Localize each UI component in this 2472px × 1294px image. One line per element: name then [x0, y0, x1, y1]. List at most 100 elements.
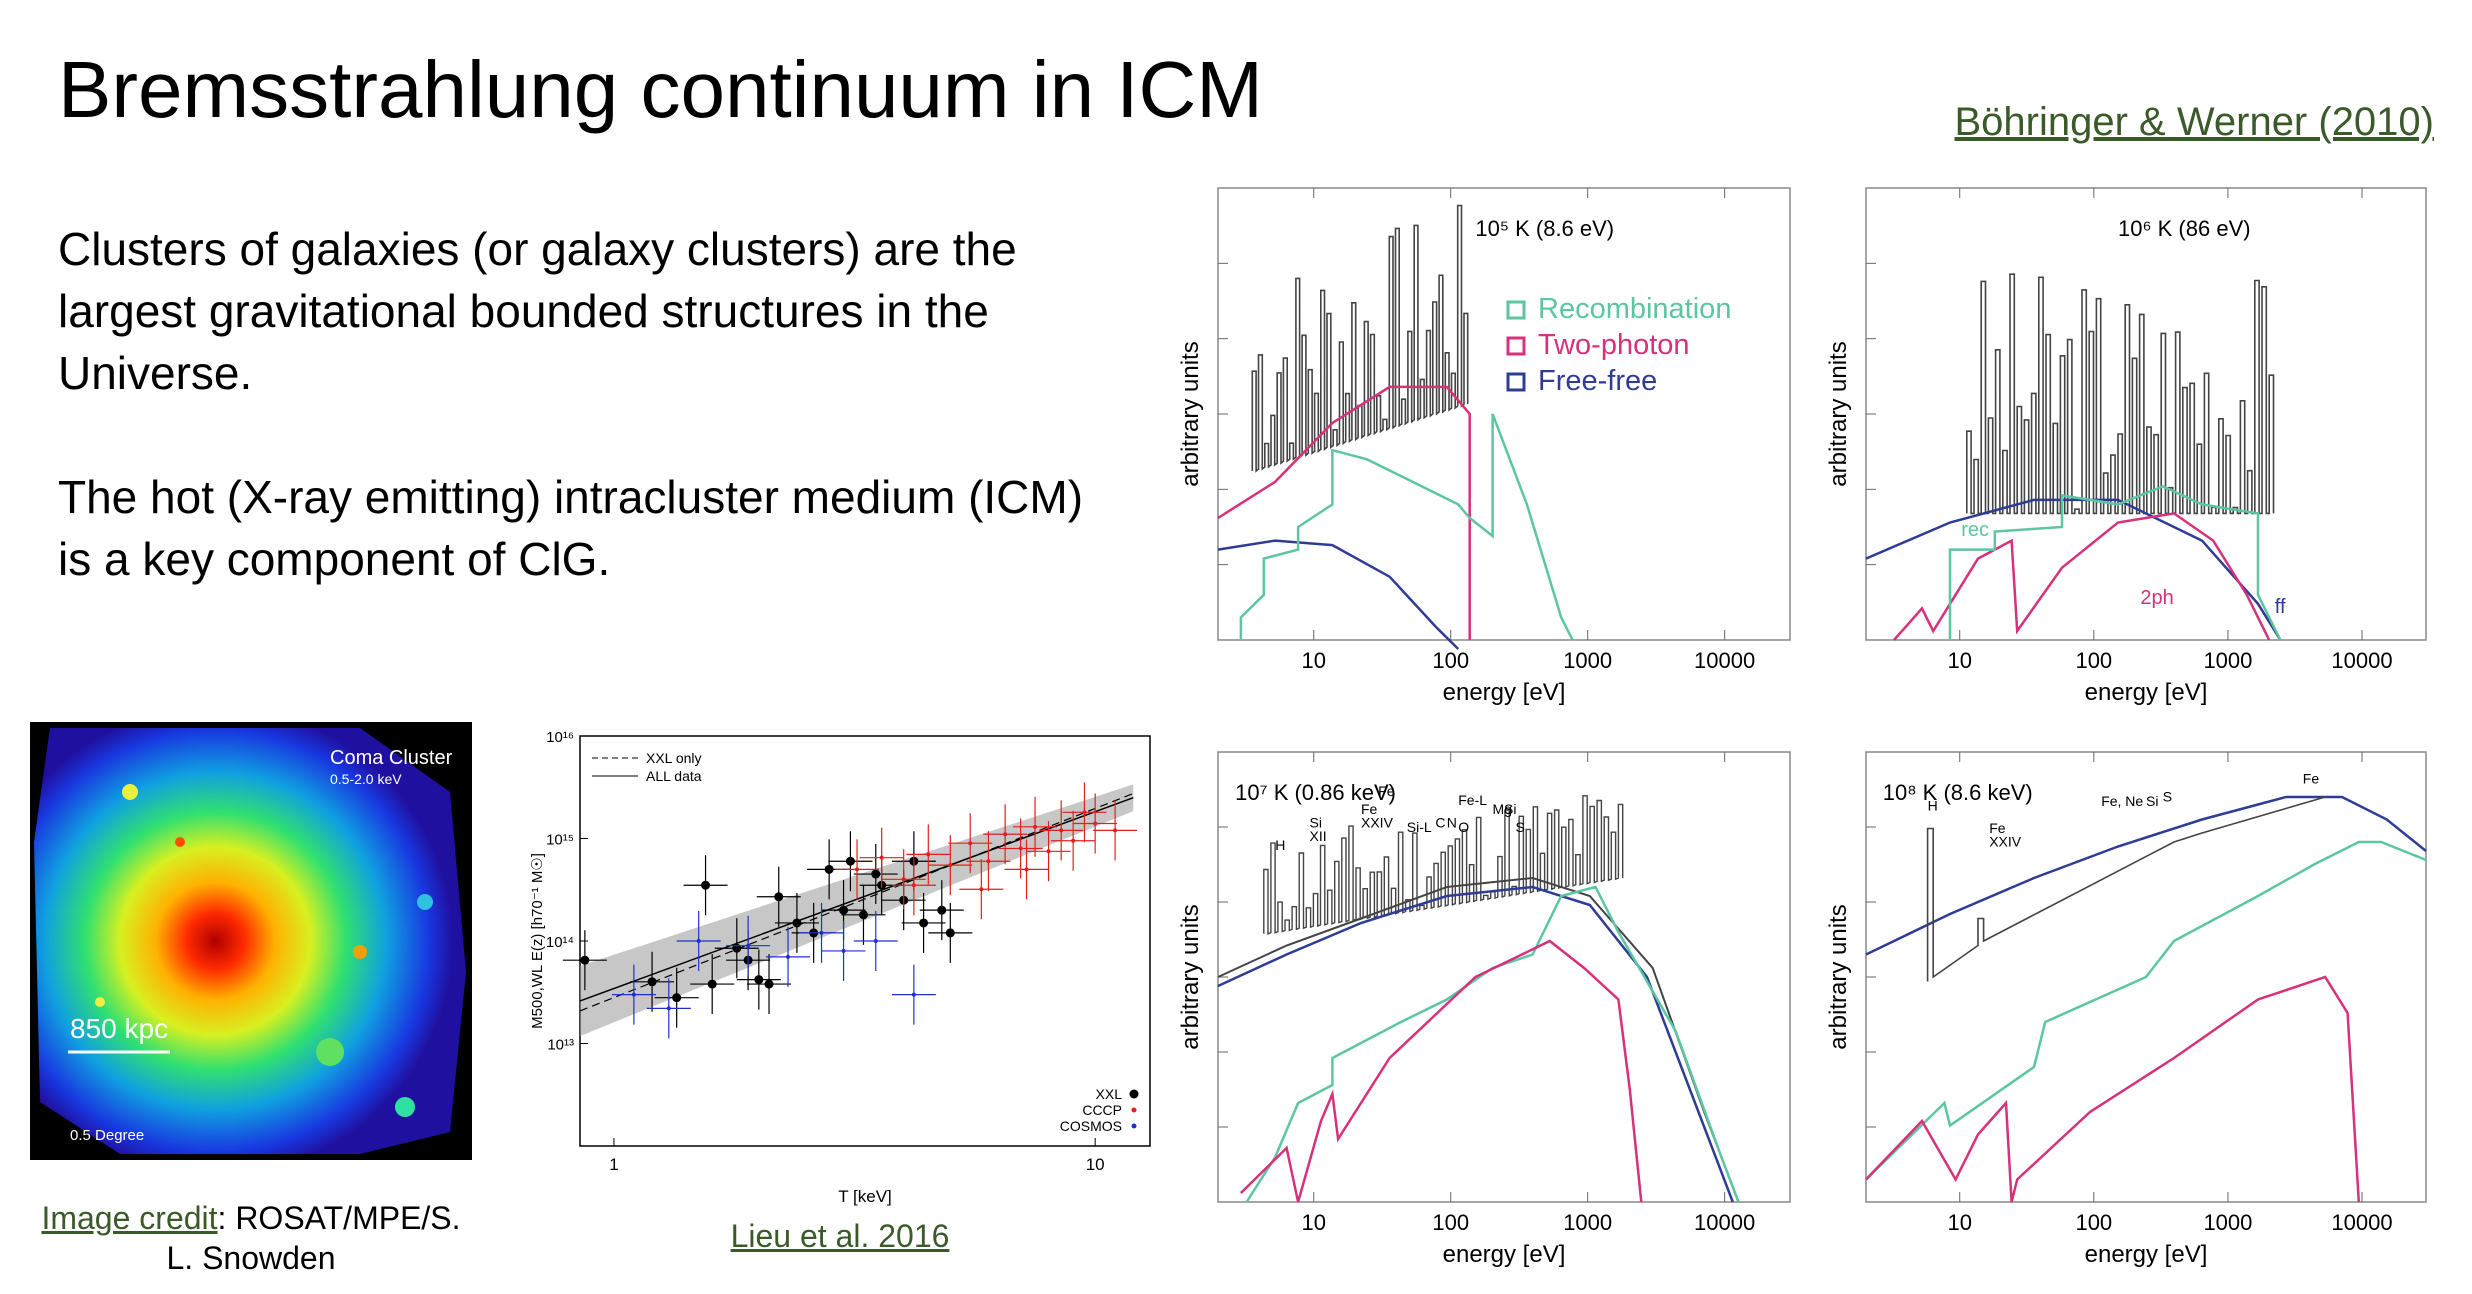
- temperature-label: 10⁶ K (86 eV): [2118, 216, 2251, 241]
- data-point-xxl: [839, 905, 849, 915]
- data-point-cccp: [979, 887, 984, 892]
- curve-label-rec: rec: [1961, 519, 1989, 541]
- total-spectrum-line: [1263, 795, 1624, 935]
- temperature-label: 10⁵ K (8.6 eV): [1475, 216, 1614, 241]
- spectrum-panel-1e6K: 10 100 1000 10000 energy [eV] arbitrary units…: [1825, 178, 2456, 718]
- x-tick-label: 10000: [1694, 1210, 1755, 1235]
- line-label: Fe-L: [1458, 792, 1487, 808]
- data-point-cccp: [901, 877, 906, 882]
- data-point-cosmos: [873, 939, 878, 943]
- y-axis-label: M500,WL E(z) [h70⁻¹ M☉]: [529, 853, 546, 1029]
- curve-label-ff: ff: [2275, 596, 2286, 618]
- x-tick-label: 10: [1086, 1155, 1105, 1174]
- legend-cosmos: COSMOS: [1060, 1118, 1122, 1134]
- legend-swatch-2: [1506, 372, 1526, 392]
- data-point-xxl: [774, 892, 784, 902]
- data-point-cccp: [1071, 838, 1076, 843]
- x-tick-label: 10000: [2331, 1210, 2392, 1235]
- x-tick-label: 100: [2075, 648, 2112, 673]
- x-tick-label: 1: [609, 1155, 618, 1174]
- y-axis-label: arbitrary units: [1177, 904, 1204, 1049]
- data-point-xxl: [672, 993, 682, 1003]
- legend-xxl-only: XXL only: [646, 750, 702, 766]
- plot-frame: [1217, 187, 1791, 641]
- x-tick-label: 10000: [1694, 648, 1755, 673]
- y-axis-label: arbitrary units: [1825, 341, 1852, 486]
- legend-cccp: CCCP: [1082, 1102, 1122, 1118]
- data-point-cosmos: [819, 930, 824, 935]
- x-axis-label: energy [eV]: [2085, 679, 2208, 706]
- x-axis-label: energy [eV]: [1443, 679, 1566, 706]
- data-point-cccp: [1113, 828, 1118, 833]
- data-point-xxl: [792, 918, 802, 928]
- x-tick-label: 10: [1947, 1210, 1971, 1235]
- data-point-cccp: [1046, 849, 1051, 854]
- two-photon-curve: [1893, 512, 2271, 641]
- data-point-cccp: [968, 841, 973, 846]
- degree-label: 0.5 Degree: [70, 1127, 144, 1144]
- line-label: Si: [1310, 815, 1322, 831]
- recombination-curve: [1948, 484, 2282, 641]
- line-label: S: [2163, 789, 2172, 805]
- data-point-xxl: [871, 869, 881, 879]
- coma-cluster-image: Coma Cluster 0.5-2.0 keV 850 kpc 0.5 Deg…: [30, 722, 472, 1160]
- line-label: XII: [1310, 828, 1327, 844]
- data-point-cosmos: [786, 954, 791, 959]
- x-tick-label: 100: [1432, 648, 1469, 673]
- curve-label-2ph: 2ph: [2140, 587, 2173, 609]
- y-tick-label: 10¹⁶: [546, 729, 574, 746]
- data-point-xxl: [732, 943, 742, 953]
- x-tick-label: 100: [2075, 1210, 2112, 1235]
- x-tick-label: 1000: [1563, 1210, 1612, 1235]
- fit-line-xxl: [579, 792, 1134, 1012]
- coma-name: Coma Cluster: [330, 747, 453, 769]
- total-spectrum-line: [1251, 204, 1469, 473]
- legend-marker-xxl: [1129, 1089, 1139, 1099]
- legend-swatch-0: [1506, 300, 1526, 320]
- data-point-cosmos: [696, 939, 701, 943]
- image-credit: Image credit: ROSAT/MPE/S. L. Snowden: [30, 1198, 472, 1278]
- line-label: Fe: [1378, 783, 1395, 799]
- x-tick-label: 1000: [2203, 648, 2252, 673]
- data-point-cccp: [1024, 867, 1029, 872]
- line-label: Fe: [1361, 801, 1378, 817]
- data-point-xxl: [701, 880, 711, 890]
- free-free-curve: [1217, 539, 1460, 650]
- x-tick-label: 10: [1301, 648, 1325, 673]
- data-point-cccp: [1093, 821, 1098, 826]
- y-axis-label: arbitrary units: [1825, 904, 1852, 1049]
- data-point-cosmos: [841, 948, 846, 953]
- icm-paragraph: The hot (X-ray emitting) intracluster me…: [58, 471, 1084, 585]
- line-label: Si: [2146, 793, 2158, 809]
- line-label: Si-L: [1407, 819, 1432, 835]
- data-point-cccp: [1059, 828, 1064, 833]
- free-free-curve: [1217, 885, 1734, 1203]
- scale-bar-label: 850 kpc: [70, 1013, 168, 1044]
- coma-band: 0.5-2.0 keV: [330, 771, 402, 787]
- line-label: Mg: [1493, 801, 1512, 817]
- recombination-curve: [1239, 413, 1574, 641]
- data-point-xxl: [858, 910, 868, 920]
- mass-temperature-chart: 10¹³ 10¹⁴ 10¹⁵ 10¹⁶ 1 10 T [keV] M500,WL E(z) […: [520, 728, 1160, 1248]
- total-spectrum-line: [1926, 796, 2326, 982]
- reference-link[interactable]: Böhringer & Werner (2010): [1954, 100, 2435, 144]
- data-point-cosmos: [746, 943, 751, 948]
- data-point-cccp: [855, 867, 860, 872]
- lieu-reference-link[interactable]: Lieu et al. 2016: [730, 1218, 950, 1254]
- data-point-cccp: [986, 859, 991, 864]
- data-point-cosmos: [666, 1006, 671, 1011]
- two-photon-curve: [1865, 975, 2361, 1203]
- data-point-cccp: [1033, 824, 1038, 829]
- spectrum-panel-1e8K: 10 100 1000 10000 energy [eV] arbitrary units…: [1825, 740, 2456, 1280]
- free-free-curve: [1865, 498, 2282, 641]
- y-tick-label: 10¹⁴: [546, 934, 574, 951]
- temperature-label: 10⁸ K (8.6 keV): [1883, 780, 2033, 805]
- spectrum-panel-1e5K: 10 100 1000 10000 energy [eV] arbitrary units…: [1170, 178, 1820, 718]
- two-photon-curve: [1240, 939, 1643, 1203]
- line-label: O: [1458, 819, 1469, 835]
- legend-swatch-1: [1506, 336, 1526, 356]
- line-label: XXIV: [1361, 815, 1394, 831]
- image-credit-link[interactable]: Image credit: [41, 1200, 218, 1236]
- data-point-xxl: [647, 977, 657, 987]
- data-point-cccp: [1003, 832, 1008, 837]
